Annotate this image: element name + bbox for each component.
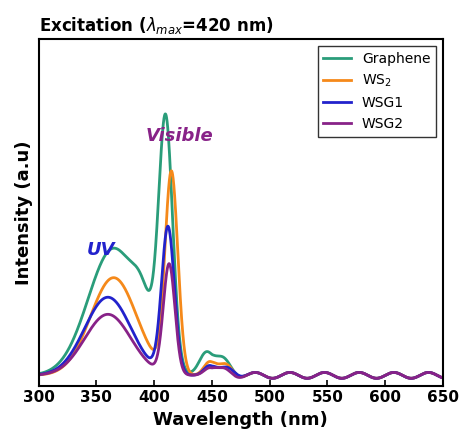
WSG1 (270, 376, 275, 381)
WSG2 (432, 372, 438, 377)
Graphene (163, 111, 168, 117)
Graphene (209, 351, 214, 357)
Text: UV: UV (87, 241, 116, 259)
WS$_2$ (191, 372, 197, 377)
WSG1 (106, 295, 111, 300)
WSG1 (440, 375, 446, 381)
WSG1 (82, 325, 88, 331)
Graphene (36, 371, 41, 377)
WSG2 (82, 336, 88, 341)
WSG2 (191, 373, 197, 378)
WSG2 (36, 372, 41, 377)
Line: WSG2: WSG2 (38, 264, 443, 378)
WS$_2$ (169, 168, 174, 174)
Graphene (432, 372, 438, 377)
WSG1 (191, 373, 197, 378)
Text: Excitation ($\lambda_{max}$=420 nm): Excitation ($\lambda_{max}$=420 nm) (38, 15, 273, 36)
Legend: Graphene, WS$_2$, WSG1, WSG2: Graphene, WS$_2$, WSG1, WSG2 (318, 46, 436, 137)
Graphene (270, 376, 275, 381)
Graphene (389, 370, 394, 375)
WS$_2$ (389, 370, 394, 375)
WSG1 (165, 223, 171, 229)
Line: Graphene: Graphene (38, 114, 443, 378)
WS$_2$ (36, 372, 41, 377)
WSG2 (389, 370, 394, 375)
WSG1 (36, 372, 41, 377)
WS$_2$ (82, 328, 88, 333)
WSG2 (209, 365, 214, 370)
Line: WS$_2$: WS$_2$ (38, 171, 443, 378)
Graphene (82, 306, 88, 312)
Graphene (191, 367, 197, 373)
Line: WSG1: WSG1 (38, 226, 443, 378)
Graphene (440, 375, 446, 381)
Text: Visible: Visible (146, 127, 214, 145)
WS$_2$ (432, 372, 438, 377)
WSG2 (440, 375, 446, 381)
WSG1 (389, 370, 394, 375)
WSG2 (166, 261, 172, 266)
WSG2 (106, 312, 111, 317)
WSG1 (432, 372, 438, 377)
WSG1 (209, 363, 214, 369)
Y-axis label: Intensity (a.u): Intensity (a.u) (15, 140, 33, 285)
WS$_2$ (440, 375, 446, 381)
WS$_2$ (270, 376, 275, 381)
WS$_2$ (106, 277, 111, 282)
WS$_2$ (209, 359, 214, 365)
Graphene (106, 248, 111, 254)
X-axis label: Wavelength (nm): Wavelength (nm) (154, 411, 328, 429)
WSG2 (270, 376, 275, 381)
